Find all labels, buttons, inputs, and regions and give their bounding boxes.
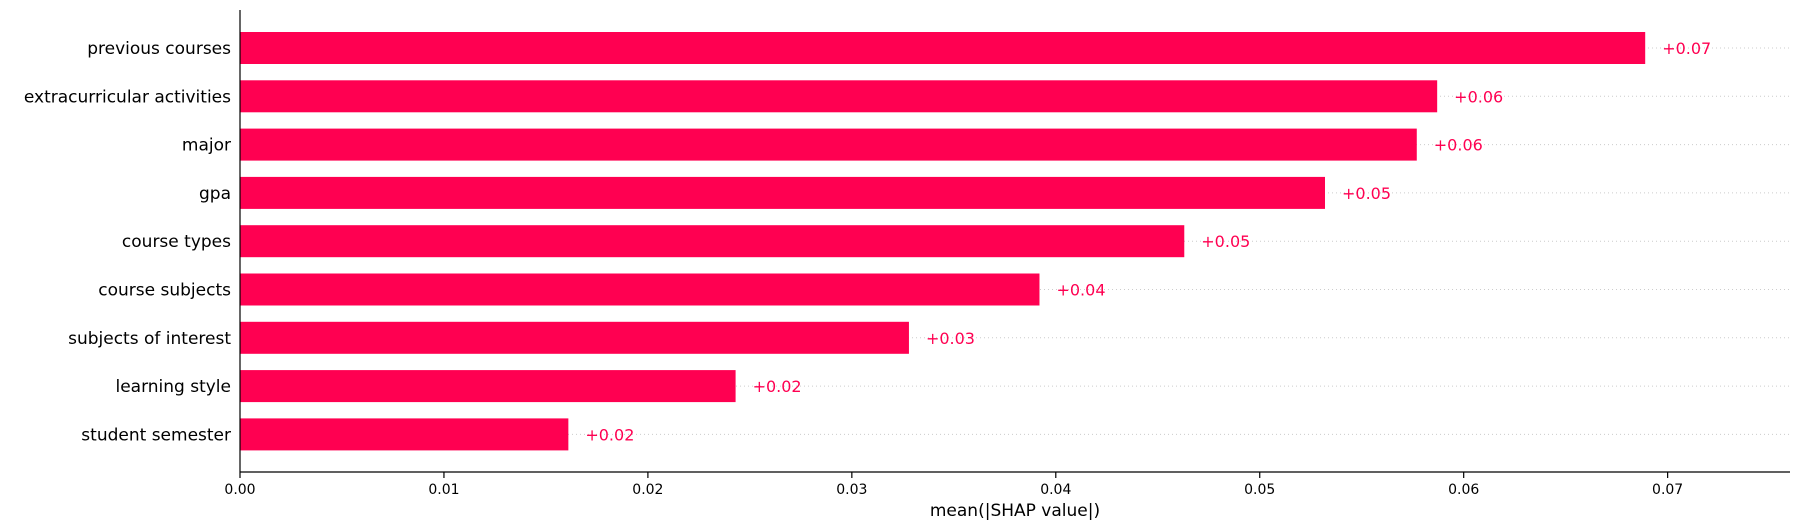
value-label: +0.05 xyxy=(1201,232,1250,251)
value-label: +0.03 xyxy=(926,329,975,348)
x-tick-label: 0.05 xyxy=(1244,482,1275,498)
bar xyxy=(240,176,1325,209)
value-label: +0.02 xyxy=(753,377,802,396)
bar xyxy=(240,32,1646,64)
x-tick-label: 0.06 xyxy=(1448,482,1479,498)
bar xyxy=(240,321,909,354)
axes xyxy=(239,10,1790,473)
value-labels: +0.07 +0.06 +0.06 +0.05 +0.05 +0.04 +0.03 +0.02… xyxy=(585,39,1711,444)
category-label: major xyxy=(182,136,231,156)
category-label: previous courses xyxy=(87,39,231,59)
value-label: +0.06 xyxy=(1454,87,1503,106)
value-label: +0.04 xyxy=(1056,281,1105,300)
x-tick-label: 0.00 xyxy=(224,482,255,498)
category-label: subjects of interest xyxy=(68,329,231,349)
bar xyxy=(240,370,736,403)
value-label: +0.02 xyxy=(585,425,634,444)
bars xyxy=(240,32,1646,451)
category-label: course subjects xyxy=(98,281,231,301)
category-label: extracurricular activities xyxy=(24,87,231,107)
x-tick-label: 0.04 xyxy=(1040,482,1071,498)
x-tick-label: 0.03 xyxy=(836,482,867,498)
value-label: +0.06 xyxy=(1434,136,1483,155)
category-label: gpa xyxy=(199,184,231,204)
value-label: +0.05 xyxy=(1342,184,1391,203)
value-label: +0.07 xyxy=(1662,39,1711,58)
bar xyxy=(240,80,1438,113)
bar xyxy=(240,418,569,451)
bar xyxy=(240,128,1417,161)
category-label: course types xyxy=(122,232,231,252)
x-ticks: 0.00 0.01 0.02 0.03 0.04 0.05 0.06 0.07 xyxy=(224,472,1683,498)
bar xyxy=(240,273,1040,306)
x-axis-title: mean(|SHAP value|) xyxy=(930,501,1100,521)
x-tick-label: 0.01 xyxy=(428,482,459,498)
x-tick-label: 0.02 xyxy=(632,482,663,498)
category-labels: previous courses extracurricular activiti… xyxy=(24,39,231,445)
x-tick-label: 0.07 xyxy=(1652,482,1683,498)
category-label: student semester xyxy=(81,425,231,445)
bar xyxy=(240,225,1185,258)
category-label: learning style xyxy=(115,377,231,397)
